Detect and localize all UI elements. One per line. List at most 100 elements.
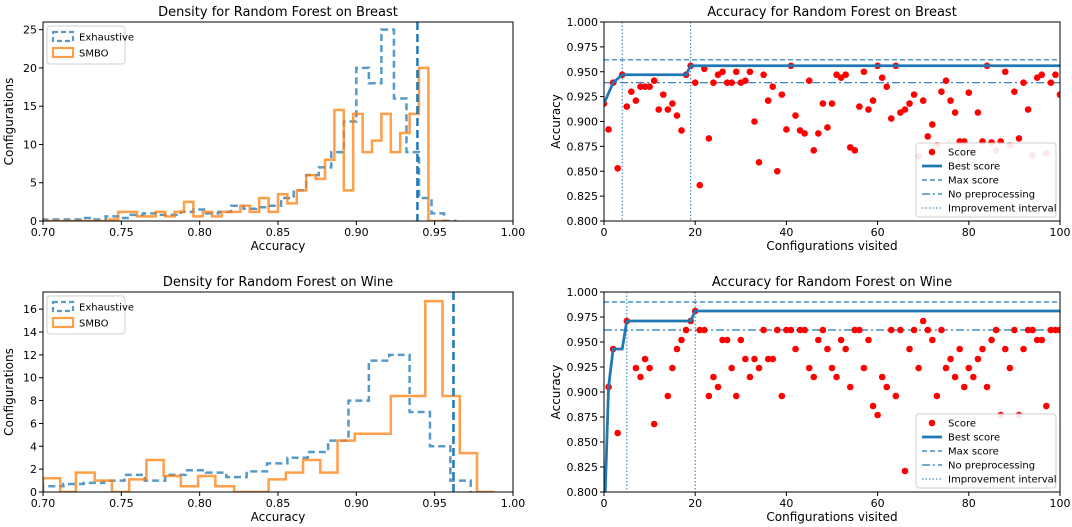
x-tick-label: 0.75 xyxy=(109,226,134,239)
score-point-95 xyxy=(1052,326,1059,334)
legend: Score Best score Max score No preprocessing… xyxy=(915,413,1057,489)
x-axis-label: Configurations visited xyxy=(766,239,897,253)
score-point-6 xyxy=(637,373,644,381)
x-tick-label: 0.70 xyxy=(31,226,56,239)
y-tick-label: 0.850 xyxy=(567,165,599,178)
x-tick-label: 0.90 xyxy=(344,226,369,239)
score-point-72 xyxy=(924,133,932,140)
legend-swatch-smbo xyxy=(51,316,75,329)
score-point-34 xyxy=(751,118,758,125)
score-point-51 xyxy=(851,326,859,334)
score-point-28 xyxy=(723,79,731,86)
score-point-73 xyxy=(951,373,959,381)
x-tick-label: 0 xyxy=(601,497,608,510)
score-point-32 xyxy=(742,77,749,85)
score-point-49 xyxy=(842,345,849,353)
score-point-48 xyxy=(815,130,822,137)
score-point-14 xyxy=(659,91,667,98)
score-point-26 xyxy=(737,336,745,344)
x-tick-label: 0.80 xyxy=(187,226,212,239)
score-point-60 xyxy=(869,97,877,104)
legend-frame xyxy=(915,413,1057,489)
score-point-17 xyxy=(673,112,681,119)
x-tick-label: 60 xyxy=(871,497,885,510)
score-point-45 xyxy=(824,345,831,353)
legend-label-4: No preprocessing xyxy=(948,190,1035,201)
score-point-78 xyxy=(974,355,982,363)
legend-swatch-score xyxy=(928,419,936,427)
score-point-43 xyxy=(815,336,822,344)
x-axis-label: Accuracy xyxy=(251,239,306,253)
x-tick-label: 1.00 xyxy=(501,226,526,239)
score-point-7 xyxy=(628,88,635,95)
y-tick-label: 2 xyxy=(30,463,37,476)
y-axis-label: Accuracy xyxy=(549,365,563,420)
score-point-94 xyxy=(1024,106,1032,113)
score-point-76 xyxy=(965,364,973,372)
score-point-40 xyxy=(801,326,808,334)
y-tick-label: 1.000 xyxy=(567,16,599,29)
score-point-101 xyxy=(1056,91,1060,98)
chart-title: Density for Random Forest on Breast xyxy=(158,5,398,20)
legend-label-3: Max score xyxy=(948,447,999,458)
x-tick-label: 80 xyxy=(962,497,976,510)
score-point-9 xyxy=(650,420,658,428)
score-point-30 xyxy=(755,364,763,372)
score-point-71 xyxy=(919,97,927,104)
x-tick-label: 80 xyxy=(962,226,976,239)
score-point-25 xyxy=(710,79,717,86)
score-point-19 xyxy=(705,392,713,400)
score-point-58 xyxy=(860,68,868,76)
score-point-27 xyxy=(742,355,749,363)
score-point-74 xyxy=(956,345,963,353)
score-point-12 xyxy=(673,345,681,353)
score-point-30 xyxy=(732,68,740,76)
score-point-12 xyxy=(650,77,658,85)
score-point-38 xyxy=(792,345,799,353)
score-point-43 xyxy=(792,112,799,119)
score-point-61 xyxy=(897,326,904,334)
score-point-16 xyxy=(669,100,676,107)
y-tick-label: 0 xyxy=(30,486,37,499)
score-point-89 xyxy=(1001,68,1009,76)
legend-label-5: Improvement interval xyxy=(948,475,1057,486)
score-point-67 xyxy=(901,106,909,113)
chart-title: Accuracy for Random Forest on Wine xyxy=(712,275,952,290)
score-point-21 xyxy=(714,383,722,391)
y-tick-label: 0.925 xyxy=(567,91,599,104)
chart-panel-4: 0 20 40 60 80 100 0.800 0.825 0.850 0.875 0.900 0.9… xyxy=(549,275,1071,524)
score-point-69 xyxy=(933,392,941,400)
y-tick-label: 0 xyxy=(30,215,37,228)
legend-label-1: Score xyxy=(948,419,976,430)
score-point-73 xyxy=(929,121,936,128)
score-point-42 xyxy=(810,373,818,381)
y-tick-label: 10 xyxy=(23,372,37,385)
y-tick-label: 8 xyxy=(30,395,37,408)
score-point-36 xyxy=(760,71,767,79)
y-tick-label: 20 xyxy=(23,62,37,75)
legend-swatch-exhaustive xyxy=(51,300,75,313)
score-point-27 xyxy=(719,68,726,76)
x-tick-label: 0.70 xyxy=(31,497,56,510)
score-point-3 xyxy=(614,429,621,437)
score-point-5 xyxy=(632,364,640,372)
score-point-90 xyxy=(1029,326,1036,334)
legend-frame xyxy=(46,295,126,335)
score-point-68 xyxy=(906,100,913,107)
y-axis-label: Configurations xyxy=(2,78,16,166)
score-point-9 xyxy=(637,83,644,90)
y-tick-label: 1.000 xyxy=(567,286,599,299)
y-tick-label: 25 xyxy=(23,24,37,37)
legend-swatch-score xyxy=(928,148,936,156)
score-point-78 xyxy=(951,109,959,116)
score-point-4 xyxy=(614,164,621,172)
score-point-93 xyxy=(1020,79,1027,86)
score-point-94 xyxy=(1047,326,1055,334)
score-point-52 xyxy=(856,326,863,334)
score-point-93 xyxy=(1043,402,1050,410)
score-point-72 xyxy=(947,355,954,363)
score-point-18 xyxy=(701,326,708,334)
score-point-59 xyxy=(865,106,872,113)
x-tick-label: 40 xyxy=(779,497,793,510)
y-tick-label: 0.950 xyxy=(567,66,599,79)
